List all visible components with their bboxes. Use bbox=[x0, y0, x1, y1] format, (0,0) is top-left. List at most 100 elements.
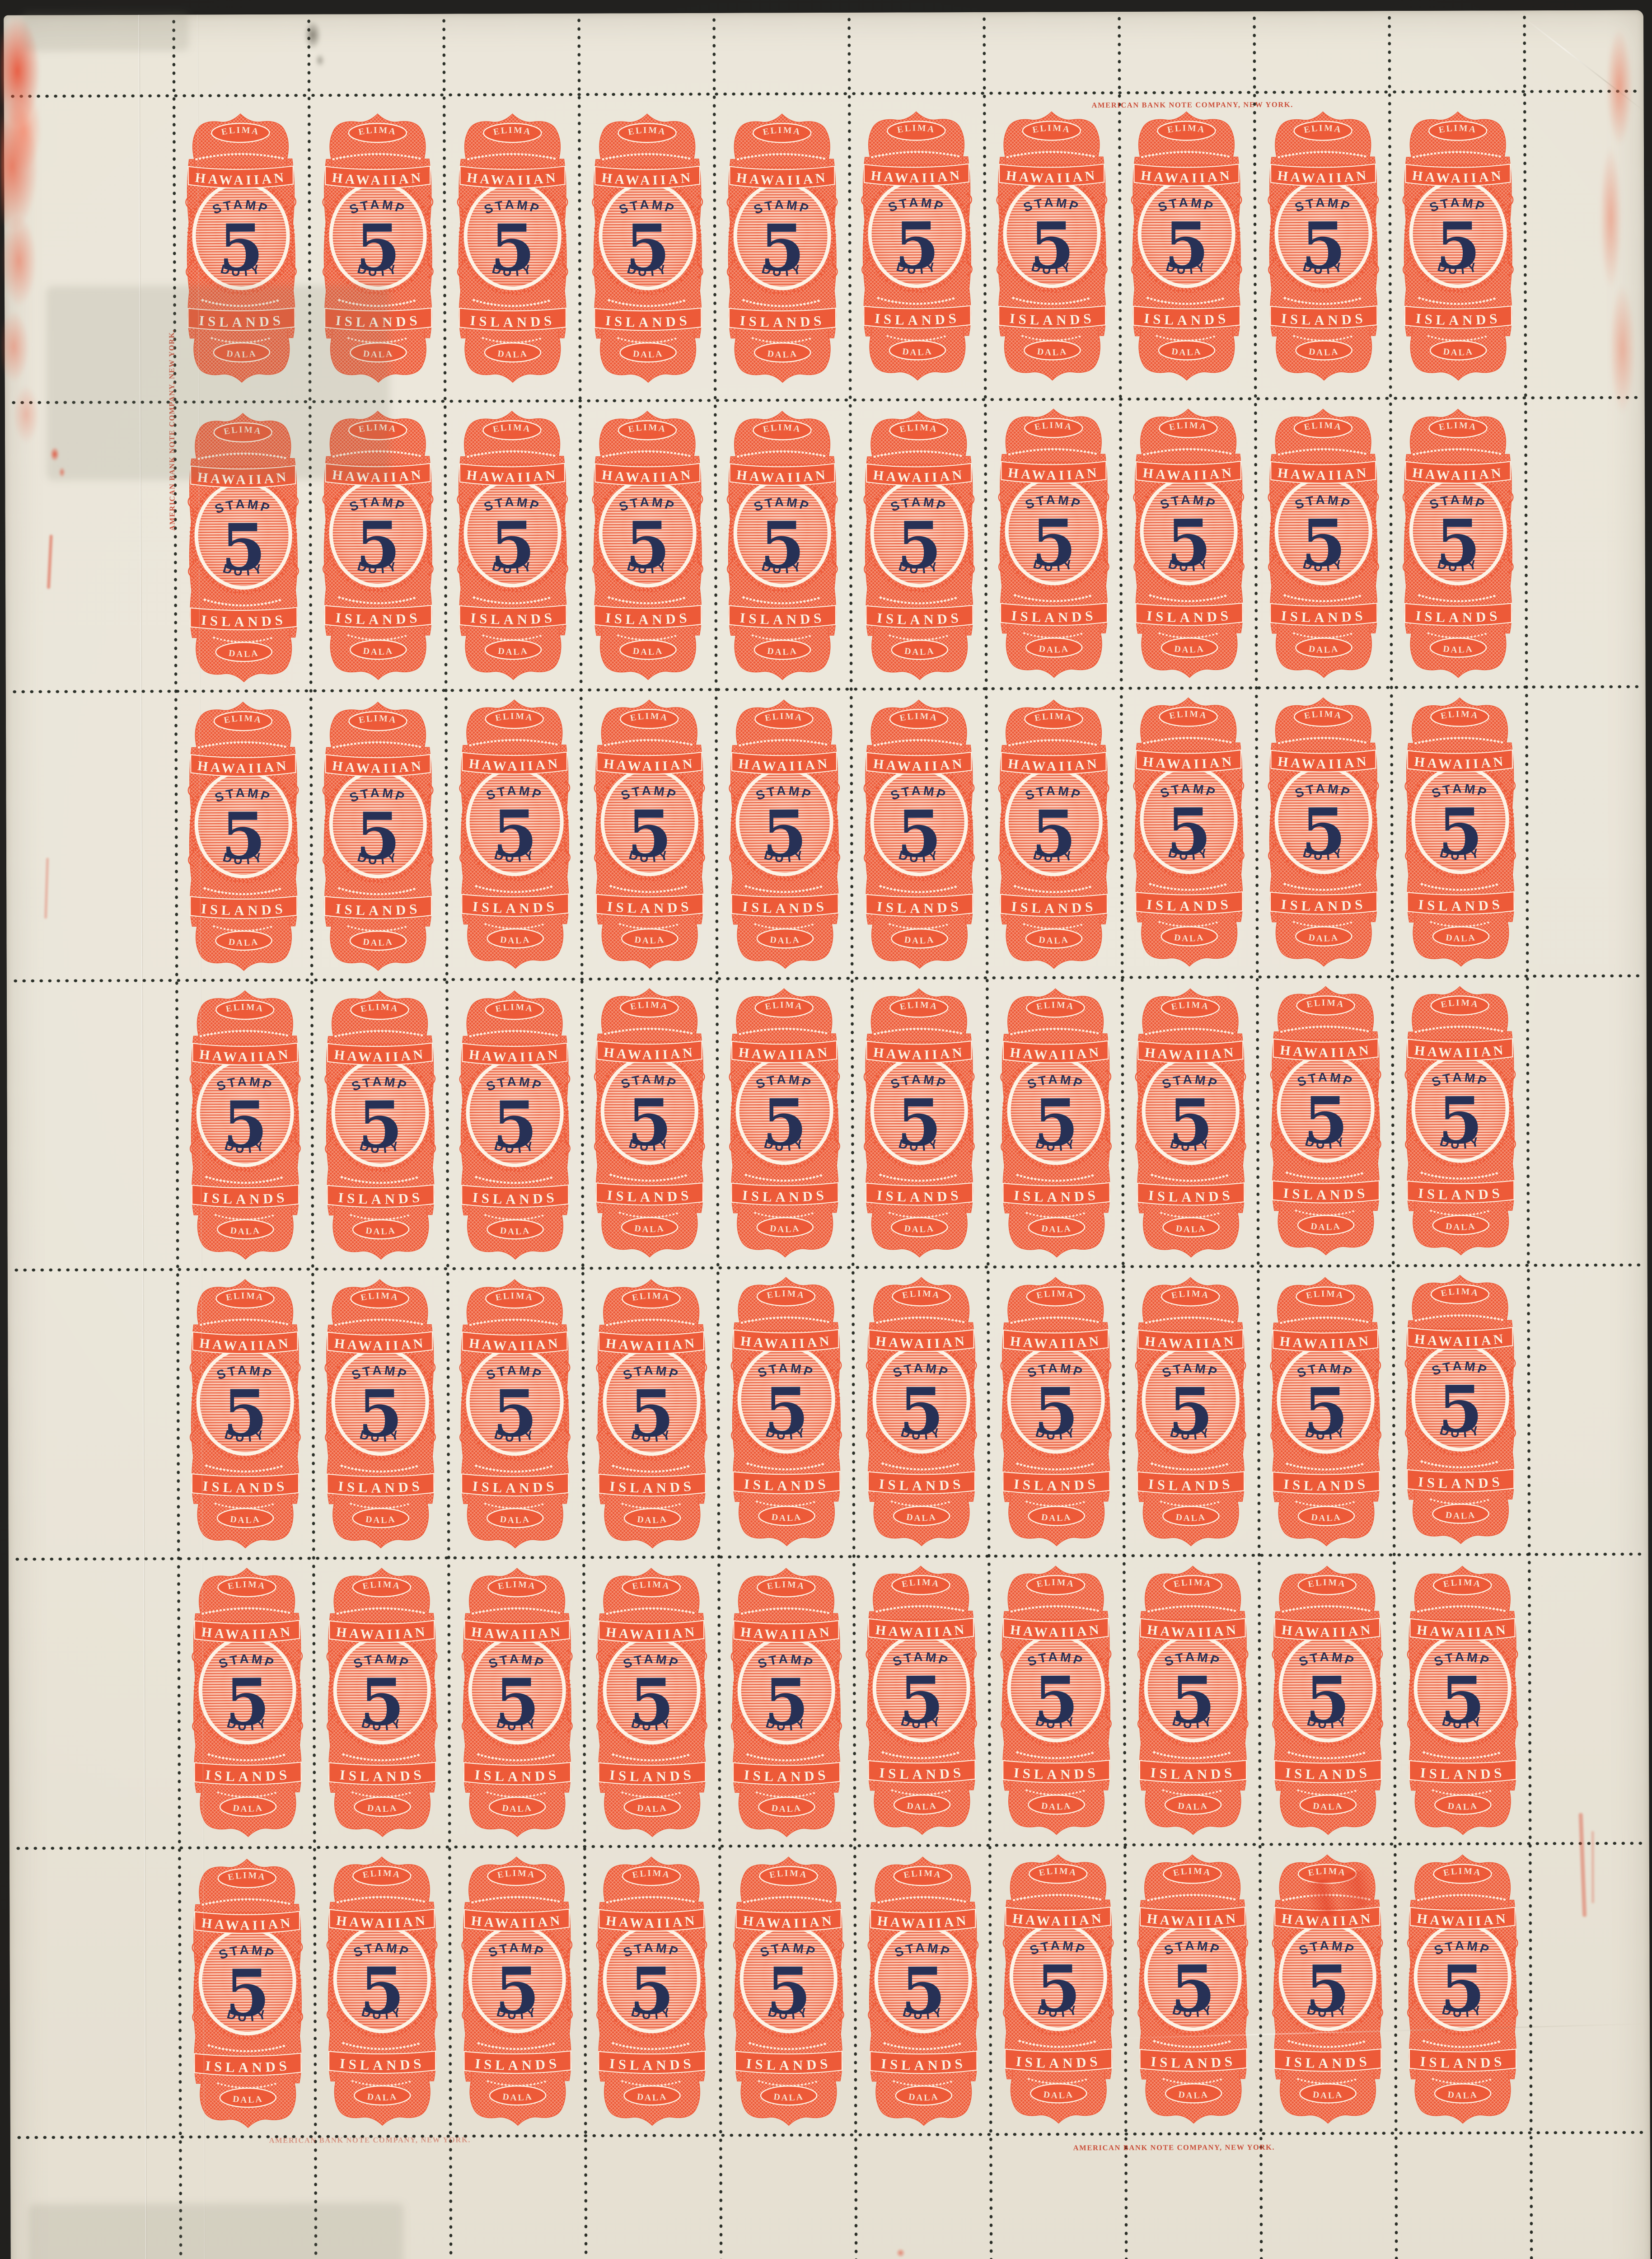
stamp-bottom-word: DALA bbox=[773, 2092, 805, 2103]
stamp-denomination: 5 bbox=[219, 211, 264, 286]
stamp-bottom-word: DALA bbox=[1178, 2090, 1209, 2101]
ink-streak-left-1 bbox=[47, 534, 53, 589]
perforation-column-6 bbox=[847, 15, 859, 2259]
revenue-stamp-art: ELIMA HAWAIIAN STAMP 5 DUTY ISLANDS DALA bbox=[1272, 1565, 1384, 1835]
perforation-column-10 bbox=[1387, 14, 1399, 2259]
stamp-country-word: HAWAIIAN bbox=[736, 467, 829, 485]
stamp-denomination: 5 bbox=[629, 1376, 674, 1452]
svg-text:DALA: DALA bbox=[771, 1512, 803, 1523]
svg-text:ISLANDS: ISLANDS bbox=[739, 609, 825, 628]
stamp-country-word: HAWAIIAN bbox=[1142, 754, 1235, 772]
svg-text:ISLANDS: ISLANDS bbox=[1013, 1476, 1100, 1494]
dark-stain-top-margin bbox=[297, 17, 329, 67]
stamp-country-word: HAWAIIAN bbox=[1005, 168, 1098, 186]
revenue-stamp-art: ELIMA HAWAIIAN STAMP 5 DUTY ISLANDS DALA bbox=[1000, 988, 1112, 1258]
stamp-top-word: ELIMA bbox=[1440, 709, 1480, 722]
svg-text:ISLANDS: ISLANDS bbox=[1419, 2053, 1506, 2071]
stamp-country-word: HAWAIIAN bbox=[1279, 1042, 1372, 1060]
revenue-stamp-art: ELIMA HAWAIIAN STAMP 5 DUTY ISLANDS DALA bbox=[863, 699, 975, 969]
bottom-edge-shading bbox=[10, 2256, 1651, 2259]
stamp-r7-c6: ELIMA HAWAIIAN STAMP 5 DUTY ISLANDS DALA bbox=[864, 1855, 983, 2127]
stamp-r2-c5: ELIMA HAWAIIAN STAMP 5 DUTY ISLANDS DALA bbox=[724, 409, 842, 680]
stamp-r7-c3: ELIMA HAWAIIAN STAMP 5 DUTY ISLANDS DALA bbox=[458, 1855, 576, 2126]
stamp-islands-word: ISLANDS bbox=[335, 900, 421, 919]
stamp-bottom-word: DALA bbox=[232, 1803, 264, 1814]
svg-text:ISLANDS: ISLANDS bbox=[607, 1187, 693, 1205]
stamp-islands-word: ISLANDS bbox=[606, 1187, 693, 1205]
stamp-bottom-word: DALA bbox=[1445, 1221, 1477, 1233]
svg-text:ISLANDS: ISLANDS bbox=[604, 609, 691, 628]
stamp-islands-word: ISLANDS bbox=[202, 1189, 289, 1208]
stamp-denomination: 5 bbox=[1436, 208, 1480, 283]
revenue-stamp-art: ELIMA HAWAIIAN STAMP 5 DUTY ISLANDS DALA bbox=[457, 113, 568, 383]
stamp-top-word: ELIMA bbox=[1438, 420, 1478, 432]
stamp-islands-word: ISLANDS bbox=[880, 2055, 967, 2074]
svg-text:HAWAIIAN: HAWAIIAN bbox=[199, 1047, 292, 1065]
stamp-bottom-word: DALA bbox=[1173, 644, 1205, 655]
stamp-r6-c1: ELIMA HAWAIIAN STAMP 5 DUTY ISLANDS DALA bbox=[188, 1566, 307, 1837]
stamp-denomination: 5 bbox=[1301, 208, 1346, 283]
stamp-bottom-word: DALA bbox=[499, 1225, 531, 1237]
svg-text:DALA: DALA bbox=[362, 349, 394, 360]
svg-text:HAWAIIAN: HAWAIIAN bbox=[603, 1045, 696, 1063]
stamp-bottom-word: DALA bbox=[771, 1803, 803, 1814]
stamp-denomination: 5 bbox=[897, 1085, 941, 1160]
stamp-bottom-word: DALA bbox=[228, 648, 259, 659]
stamp-bottom-word: DALA bbox=[499, 1514, 531, 1525]
stamp-bottom-word: DALA bbox=[767, 646, 798, 657]
stamp-r6-c3: ELIMA HAWAIIAN STAMP 5 DUTY ISLANDS DALA bbox=[458, 1566, 576, 1837]
svg-text:DALA: DALA bbox=[906, 1801, 938, 1812]
stamp-islands-word: ISLANDS bbox=[606, 898, 693, 917]
stamp-bottom-word: DALA bbox=[1308, 933, 1339, 944]
stamp-country-word: HAWAIIAN bbox=[1007, 756, 1100, 774]
stamp-bottom-word: DALA bbox=[499, 934, 531, 946]
svg-text:ISLANDS: ISLANDS bbox=[337, 1189, 424, 1208]
svg-text:ISLANDS: ISLANDS bbox=[1150, 2053, 1237, 2072]
stamp-top-word: ELIMA bbox=[1440, 1286, 1480, 1298]
svg-text:ISLANDS: ISLANDS bbox=[337, 1478, 424, 1496]
svg-text:ELIMA: ELIMA bbox=[497, 1579, 537, 1592]
stamp-bottom-word: DALA bbox=[634, 1223, 665, 1235]
stamp-islands-word: ISLANDS bbox=[1009, 310, 1095, 328]
stamp-denomination: 5 bbox=[766, 1954, 811, 2029]
revenue-stamp-art: ELIMA HAWAIIAN STAMP 5 DUTY ISLANDS DALA bbox=[1272, 1854, 1384, 2124]
stamp-denomination: 5 bbox=[1303, 1374, 1348, 1449]
stamp-denomination: 5 bbox=[760, 508, 805, 583]
stamp-islands-word: ISLANDS bbox=[739, 609, 826, 628]
stamp-bottom-word: DALA bbox=[1041, 1801, 1072, 1812]
stamp-islands-word: ISLANDS bbox=[1280, 896, 1367, 914]
stamp-country-word: HAWAIIAN bbox=[872, 467, 965, 486]
svg-text:ISLANDS: ISLANDS bbox=[1011, 607, 1097, 625]
stamp-r3-c1: ELIMA HAWAIIAN STAMP 5 DUTY ISLANDS DALA bbox=[184, 700, 303, 972]
stamp-r4-c4: ELIMA HAWAIIAN STAMP 5 DUTY ISLANDS DALA bbox=[591, 987, 709, 1258]
svg-text:DALA: DALA bbox=[1178, 2090, 1209, 2101]
stamp-islands-word: ISLANDS bbox=[604, 312, 691, 331]
svg-text:ISLANDS: ISLANDS bbox=[205, 1767, 291, 1785]
stamp-bottom-word: DALA bbox=[636, 2091, 668, 2103]
stamp-denomination: 5 bbox=[356, 799, 400, 874]
stamp-bottom-word: DALA bbox=[228, 937, 259, 948]
revenue-stamp-art: ELIMA HAWAIIAN STAMP 5 DUTY ISLANDS DALA bbox=[867, 1856, 979, 2126]
svg-text:ISLANDS: ISLANDS bbox=[1150, 1764, 1236, 1782]
stamp-islands-word: ISLANDS bbox=[1417, 1185, 1504, 1203]
perforation-row-3 bbox=[10, 684, 1642, 694]
stamp-top-word: ELIMA bbox=[358, 713, 398, 726]
stamp-bottom-word: DALA bbox=[1312, 2090, 1344, 2101]
svg-text:DALA: DALA bbox=[767, 349, 798, 360]
svg-text:ELIMA: ELIMA bbox=[766, 1579, 806, 1592]
revenue-stamp-art: ELIMA HAWAIIAN STAMP 5 DUTY ISLANDS DALA bbox=[998, 699, 1110, 969]
revenue-stamp-art: ELIMA HAWAIIAN STAMP 5 DUTY ISLANDS DALA bbox=[326, 1568, 438, 1837]
stamp-bottom-word: DALA bbox=[908, 2091, 940, 2103]
svg-text:ELIMA: ELIMA bbox=[225, 1291, 265, 1303]
stamp-denomination: 5 bbox=[625, 508, 670, 583]
svg-text:DALA: DALA bbox=[1308, 347, 1340, 358]
stamp-bottom-word: DALA bbox=[903, 935, 935, 946]
svg-text:ISLANDS: ISLANDS bbox=[1143, 310, 1230, 328]
svg-text:DALA: DALA bbox=[497, 349, 529, 360]
revenue-stamp-art: ELIMA HAWAIIAN STAMP 5 DUTY ISLANDS DALA bbox=[594, 988, 706, 1258]
svg-text:ISLANDS: ISLANDS bbox=[1146, 896, 1232, 914]
revenue-stamp-art: ELIMA HAWAIIAN STAMP 5 DUTY ISLANDS DALA bbox=[1404, 1275, 1516, 1544]
ink-spots-left-margin bbox=[48, 445, 70, 483]
svg-text:ISLANDS: ISLANDS bbox=[470, 609, 557, 628]
stamp-r6-c4: ELIMA HAWAIIAN STAMP 5 DUTY ISLANDS DALA bbox=[593, 1566, 711, 1838]
